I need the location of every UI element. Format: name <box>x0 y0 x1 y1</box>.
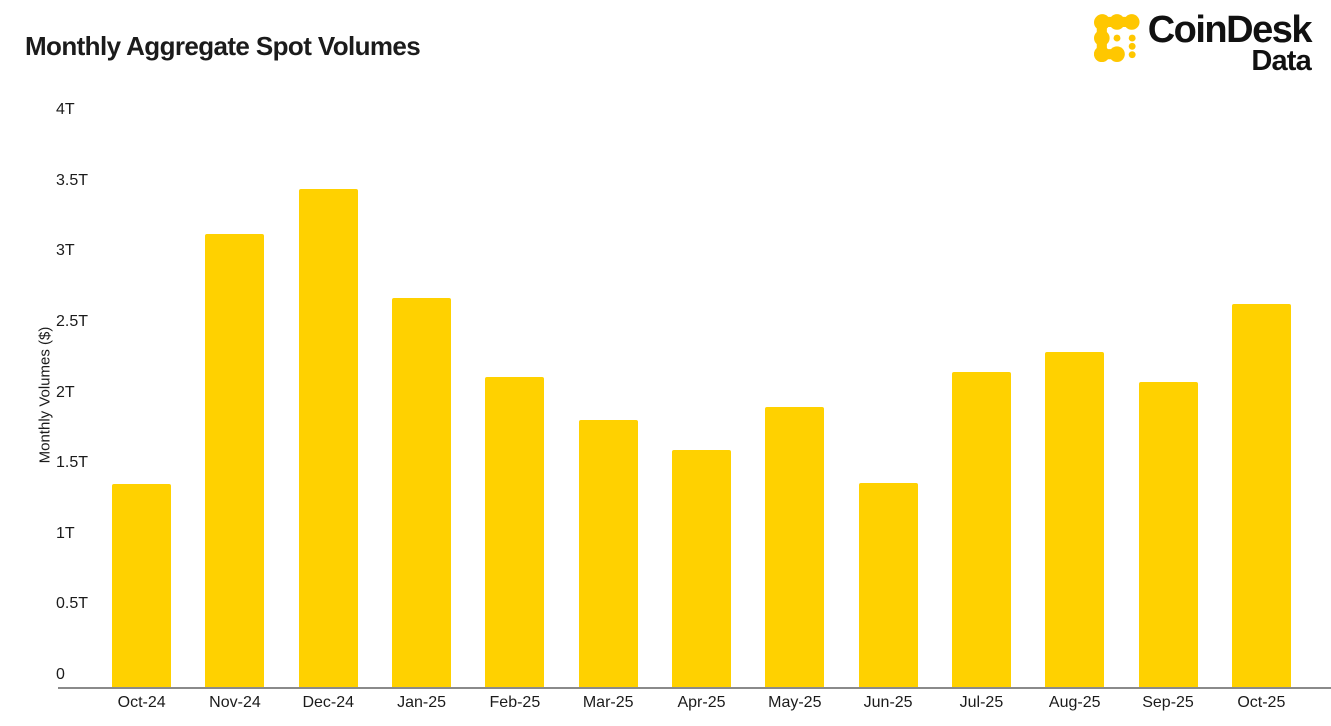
bar-slot <box>748 110 841 687</box>
brand-wordmark: CoinDesk Data <box>1147 9 1313 77</box>
bar-slot <box>842 110 935 687</box>
bar-Jun-25[interactable] <box>858 483 918 687</box>
x-tick-label: Mar-25 <box>582 694 634 711</box>
bar-Oct-24[interactable] <box>112 484 172 687</box>
bar-Sep-25[interactable] <box>1138 382 1198 687</box>
x-tick-label: Oct-24 <box>117 694 166 711</box>
bar-May-25[interactable] <box>765 407 825 687</box>
brand-name: CoinDesk <box>1147 9 1313 51</box>
plot-area <box>95 110 1308 687</box>
y-axis-title: Monthly Volumes ($) <box>36 326 54 464</box>
bar-Nov-24[interactable] <box>205 234 265 687</box>
coindesk-dots-icon <box>1093 14 1140 62</box>
x-axis-line <box>58 687 1331 689</box>
x-tick-label: Oct-25 <box>1237 694 1286 711</box>
bar-Jul-25[interactable] <box>951 372 1011 687</box>
bar-slot <box>1215 110 1308 687</box>
x-tick-label: Jan-25 <box>397 694 447 711</box>
y-tick-label: 1.5T <box>56 454 89 471</box>
bar-slot <box>1028 110 1121 687</box>
bar-slot <box>1121 110 1214 687</box>
bar-slot <box>188 110 281 687</box>
brand-sub: Data <box>1251 45 1311 77</box>
bar-Dec-24[interactable] <box>298 189 358 687</box>
y-tick-label: 3.5T <box>56 172 89 189</box>
bar-slot <box>935 110 1028 687</box>
x-tick-label: Jul-25 <box>959 694 1004 711</box>
bar-Mar-25[interactable] <box>578 420 638 687</box>
y-tick-label: 0.5T <box>56 595 89 612</box>
y-tick-label: 1T <box>56 525 75 542</box>
bar-slot <box>375 110 468 687</box>
bar-slot <box>95 110 188 687</box>
bar-Feb-25[interactable] <box>485 377 545 687</box>
bar-Jan-25[interactable] <box>392 298 452 687</box>
y-tick-label: 2T <box>56 384 75 401</box>
x-tick-label: Dec-24 <box>302 694 355 711</box>
coindesk-logo: CoinDesk Data <box>1093 9 1313 77</box>
x-tick-label: Jun-25 <box>863 694 913 711</box>
x-tick-label: Apr-25 <box>677 694 726 711</box>
x-tick-label: May-25 <box>768 694 822 711</box>
bar-Oct-25[interactable] <box>1231 304 1291 687</box>
bar-slot <box>655 110 748 687</box>
bar-Apr-25[interactable] <box>672 450 732 687</box>
chart-title: Monthly Aggregate Spot Volumes <box>25 31 421 61</box>
y-tick-label: 3T <box>56 242 75 259</box>
bar-Aug-25[interactable] <box>1045 352 1105 687</box>
y-tick-label: 0 <box>56 666 65 683</box>
bar-slot <box>468 110 561 687</box>
bar-slot <box>282 110 375 687</box>
bar-slot <box>562 110 655 687</box>
y-tick-label: 2.5T <box>56 313 89 330</box>
x-tick-label: Aug-25 <box>1048 694 1101 711</box>
x-tick-label: Feb-25 <box>489 694 541 711</box>
x-tick-label: Nov-24 <box>209 694 261 711</box>
y-tick-label: 4T <box>56 101 75 118</box>
x-tick-label: Sep-25 <box>1142 694 1194 711</box>
